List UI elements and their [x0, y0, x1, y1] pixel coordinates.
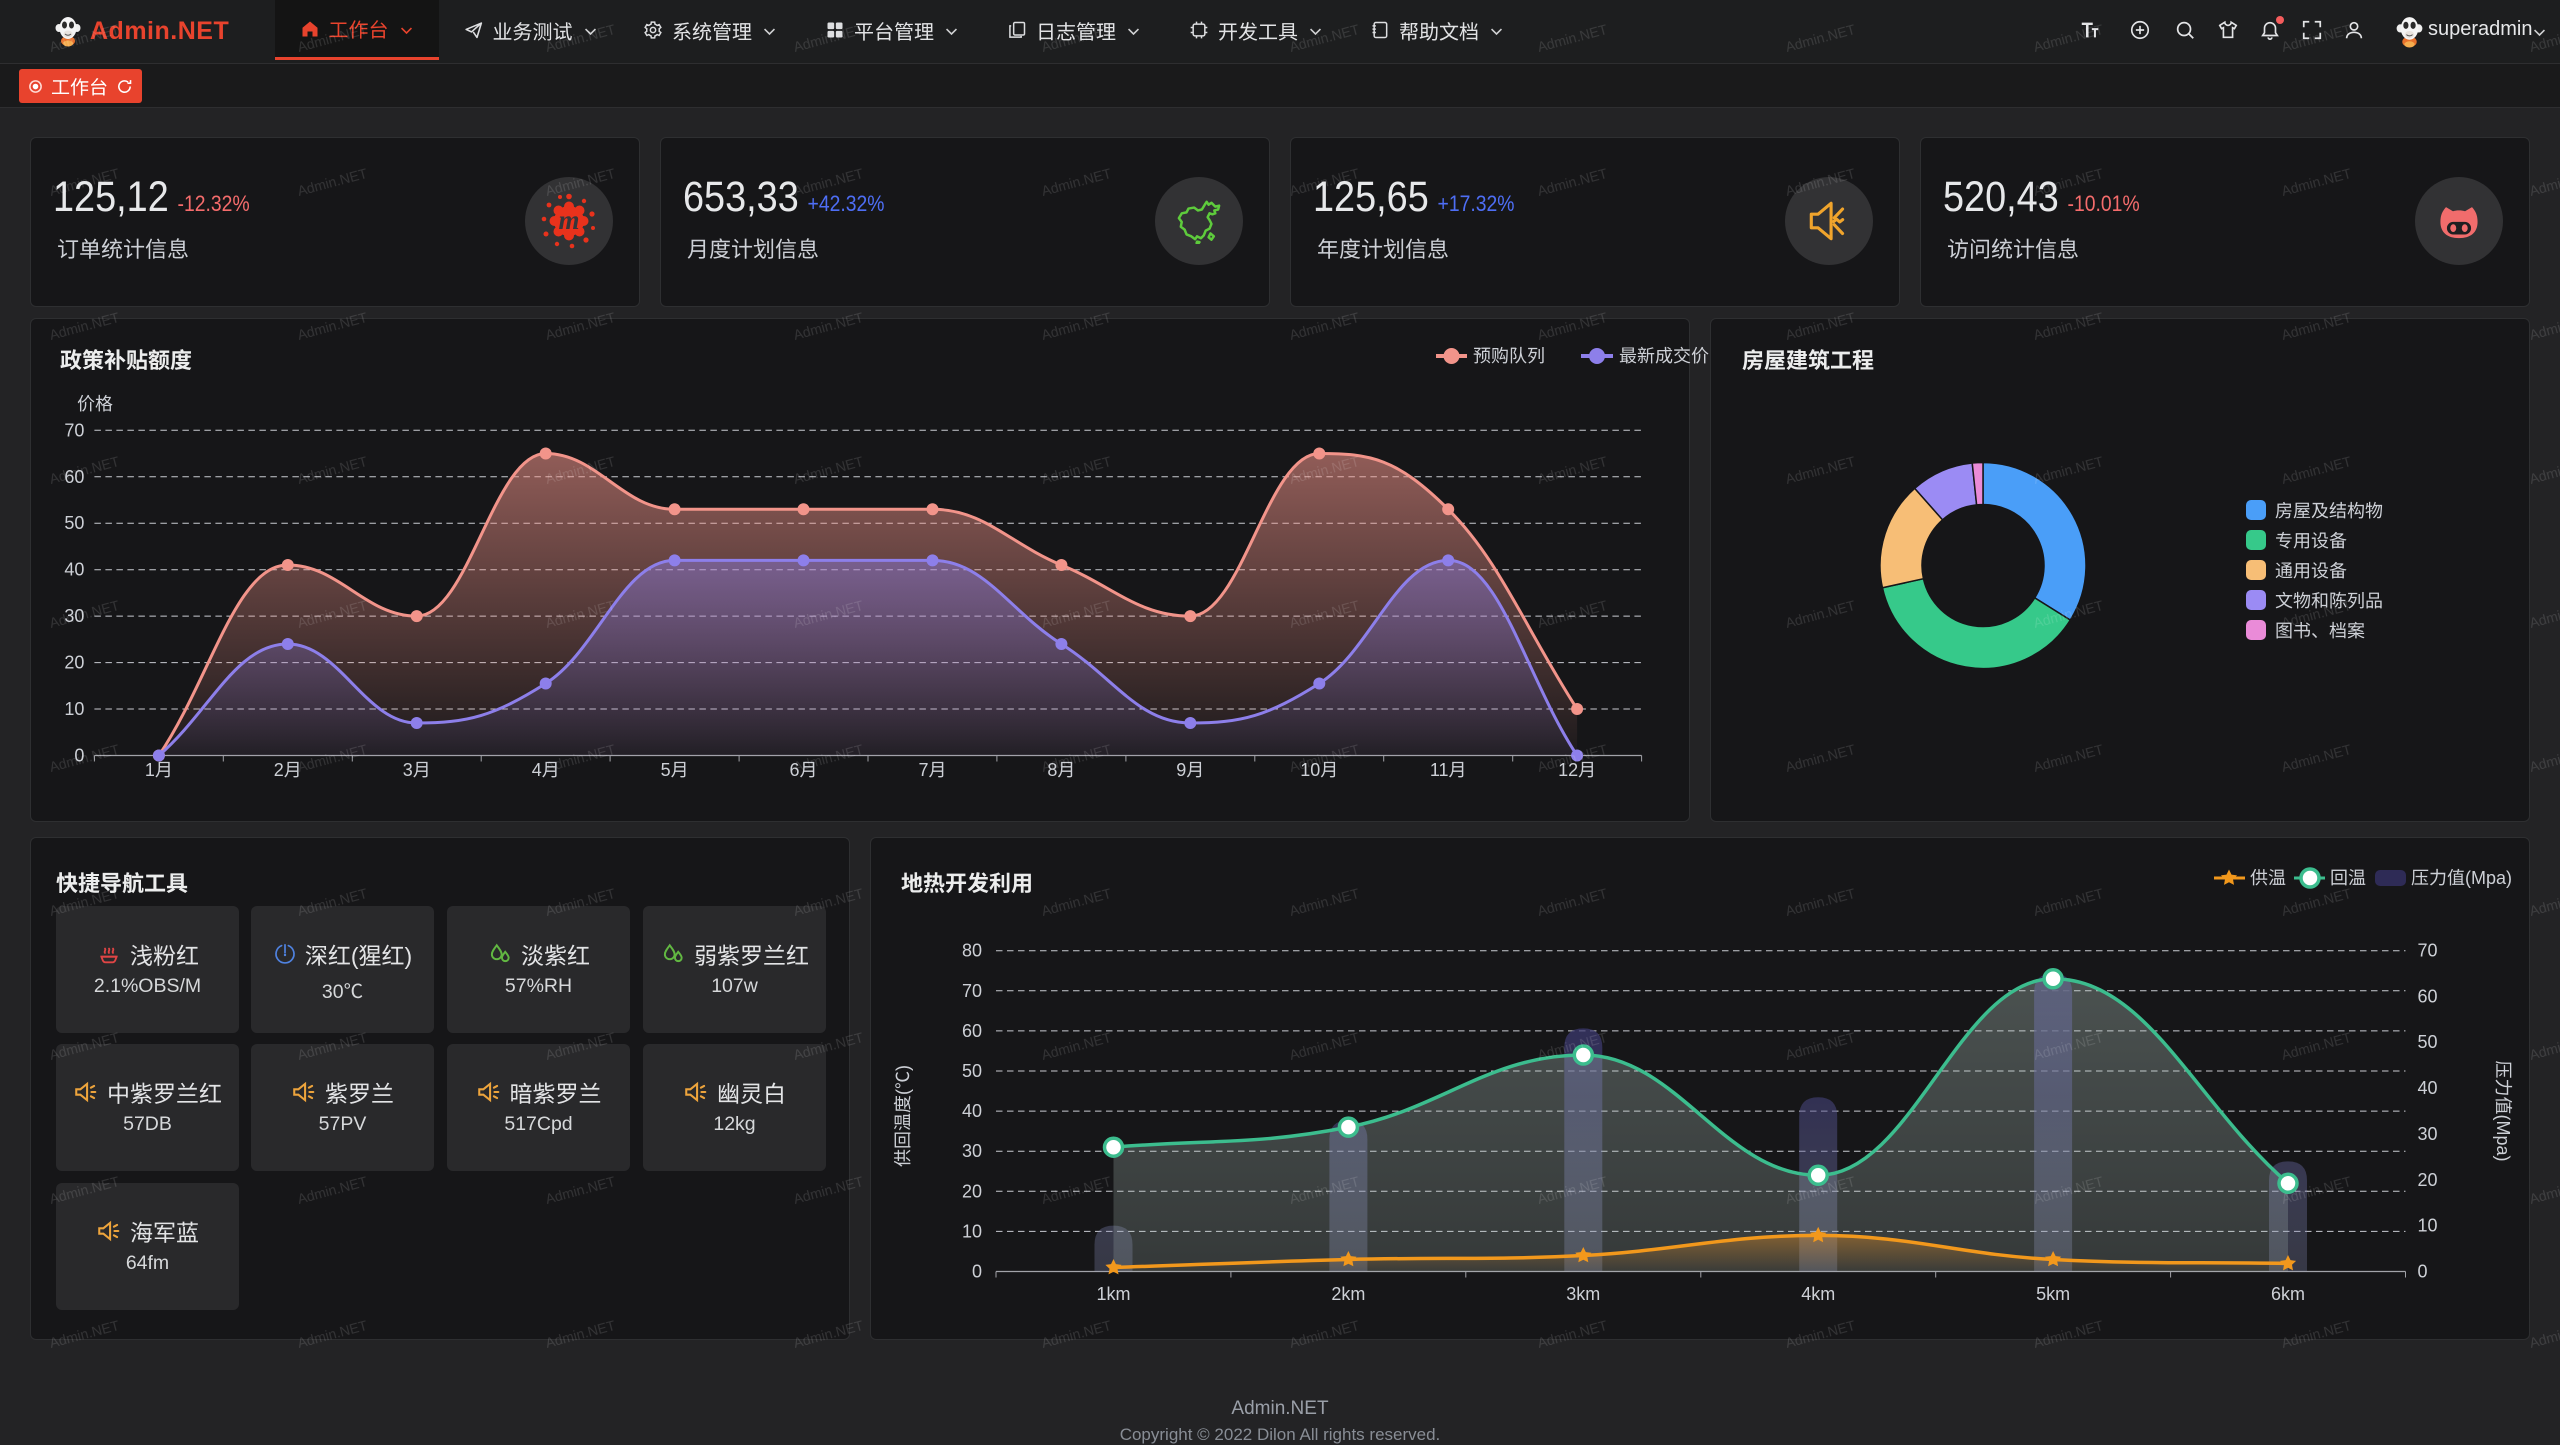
svg-text:40: 40 — [2418, 1078, 2438, 1098]
svg-text:3月: 3月 — [403, 760, 431, 780]
svg-text:通用设备: 通用设备 — [2275, 561, 2347, 581]
svg-text:12月: 12月 — [1558, 760, 1596, 780]
svg-text:30: 30 — [2418, 1124, 2438, 1144]
svg-text:10月: 10月 — [1300, 760, 1338, 780]
svg-text:价格: 价格 — [77, 394, 113, 414]
svg-text:供回温度(℃): 供回温度(℃) — [893, 1065, 913, 1167]
svg-text:11月: 11月 — [1430, 760, 1467, 780]
svg-text:40: 40 — [962, 1101, 982, 1121]
svg-text:1月: 1月 — [145, 760, 173, 780]
svg-text:9月: 9月 — [1176, 760, 1204, 780]
svg-text:70: 70 — [64, 420, 84, 440]
svg-text:5月: 5月 — [661, 760, 689, 780]
svg-text:60: 60 — [962, 1021, 982, 1041]
svg-text:2km: 2km — [1331, 1284, 1365, 1304]
svg-text:70: 70 — [962, 981, 982, 1001]
svg-text:4km: 4km — [1801, 1284, 1835, 1304]
svg-text:4月: 4月 — [532, 760, 560, 780]
svg-text:图书、档案: 图书、档案 — [2275, 621, 2365, 641]
svg-text:60: 60 — [2418, 986, 2438, 1006]
svg-text:0: 0 — [2418, 1262, 2428, 1282]
svg-text:50: 50 — [64, 513, 84, 533]
svg-text:10: 10 — [2418, 1216, 2438, 1236]
svg-text:10: 10 — [962, 1221, 982, 1241]
svg-text:60: 60 — [64, 467, 84, 487]
svg-text:0: 0 — [74, 746, 84, 766]
svg-text:7月: 7月 — [918, 760, 946, 780]
svg-text:50: 50 — [2418, 1032, 2438, 1052]
svg-text:70: 70 — [2418, 941, 2438, 961]
svg-text:3km: 3km — [1566, 1284, 1600, 1304]
svg-text:50: 50 — [962, 1061, 982, 1081]
svg-text:专用设备: 专用设备 — [2275, 531, 2347, 551]
svg-text:80: 80 — [962, 941, 982, 961]
svg-text:6km: 6km — [2271, 1284, 2305, 1304]
svg-text:8月: 8月 — [1047, 760, 1075, 780]
svg-text:1km: 1km — [1096, 1284, 1130, 1304]
svg-text:0: 0 — [972, 1262, 982, 1282]
svg-text:房屋及结构物: 房屋及结构物 — [2275, 501, 2383, 521]
svg-text:6月: 6月 — [789, 760, 817, 780]
svg-text:5km: 5km — [2036, 1284, 2070, 1304]
svg-text:10: 10 — [64, 699, 84, 719]
svg-text:40: 40 — [64, 560, 84, 580]
svg-text:20: 20 — [2418, 1170, 2438, 1190]
svg-text:20: 20 — [962, 1181, 982, 1201]
svg-text:压力值(Mpa): 压力值(Mpa) — [2493, 1060, 2513, 1161]
svg-text:30: 30 — [962, 1141, 982, 1161]
svg-text:文物和陈列品: 文物和陈列品 — [2275, 591, 2383, 611]
svg-text:20: 20 — [64, 653, 84, 673]
svg-text:30: 30 — [64, 606, 84, 626]
svg-text:m: m — [558, 205, 579, 235]
svg-text:2月: 2月 — [274, 760, 302, 780]
